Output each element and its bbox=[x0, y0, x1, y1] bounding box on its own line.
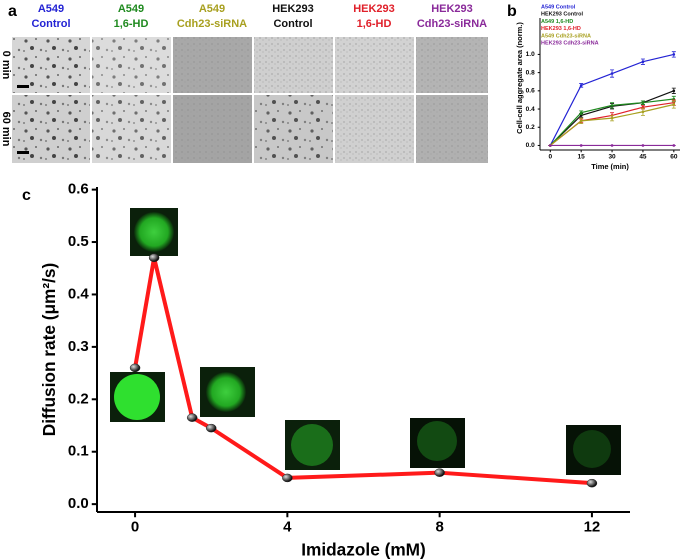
column-header: HEK293 bbox=[353, 3, 395, 15]
y-tick-label: 0.1 bbox=[68, 443, 89, 460]
y-tick-label: 0.6 bbox=[68, 181, 89, 198]
panel-label: b bbox=[507, 3, 517, 20]
thumbnails bbox=[110, 208, 621, 475]
x-tick-label: 15 bbox=[578, 154, 586, 161]
thumbnail-cell bbox=[291, 424, 333, 466]
column-header: Cdh23-siRNA bbox=[417, 18, 487, 30]
point bbox=[641, 144, 645, 147]
row-label: 0 min bbox=[0, 51, 12, 80]
x-tick-label: 4 bbox=[283, 519, 292, 536]
point bbox=[586, 478, 598, 488]
y-axis-label: Cell-cell aggregate area (norm.) bbox=[515, 22, 524, 134]
point bbox=[672, 144, 676, 147]
y-tick-label: 0.0 bbox=[526, 142, 535, 149]
micrograph-texture bbox=[416, 37, 488, 93]
column-header: 1,6-HD bbox=[114, 18, 149, 30]
point bbox=[548, 144, 552, 147]
thumbnail-cell bbox=[134, 212, 174, 252]
y-tick-label: 0.3 bbox=[68, 338, 89, 355]
micrograph-row bbox=[12, 37, 488, 93]
micrograph-texture bbox=[335, 95, 414, 163]
thumbnail-cell bbox=[573, 430, 611, 468]
point bbox=[610, 144, 614, 147]
column-header: 1,6-HD bbox=[357, 18, 392, 30]
point bbox=[205, 423, 217, 433]
point bbox=[579, 111, 583, 114]
micrograph-texture bbox=[173, 37, 252, 93]
scale-bar bbox=[17, 85, 29, 88]
legend-entry: HEK293 1,6-HD bbox=[541, 26, 581, 32]
point bbox=[672, 103, 676, 106]
legend-entry: HEK293 Control bbox=[541, 12, 583, 18]
micrograph-texture bbox=[416, 95, 488, 163]
y-axis-label: Diffusion rate (μm²/s) bbox=[39, 263, 59, 436]
legend-entry: A549 Control bbox=[541, 4, 576, 10]
legend-entry: A549 Cdh23-siRNA bbox=[541, 33, 591, 39]
micrograph-texture bbox=[254, 37, 333, 93]
micrograph-texture bbox=[173, 95, 252, 163]
point bbox=[641, 60, 645, 63]
legend-entry: A549 1,6-HD bbox=[541, 19, 573, 25]
panel-label: c bbox=[22, 187, 31, 204]
point bbox=[186, 413, 198, 422]
y-tick-label: 0.8 bbox=[526, 69, 535, 76]
column-header: Cdh23-siRNA bbox=[177, 18, 247, 30]
y-tick-label: 0.2 bbox=[526, 124, 535, 131]
series-line bbox=[549, 53, 674, 146]
micrograph-texture bbox=[335, 37, 414, 93]
micrograph-texture bbox=[92, 95, 171, 163]
x-tick-label: 60 bbox=[670, 154, 678, 161]
x-tick-label: 8 bbox=[435, 519, 443, 536]
thumbnail-cell bbox=[114, 374, 160, 420]
column-header: Control bbox=[273, 18, 312, 30]
legend-entry: HEK293 Cdh23-siRNA bbox=[541, 40, 599, 46]
point bbox=[641, 110, 645, 114]
column-header: Control bbox=[31, 18, 70, 30]
point bbox=[641, 101, 645, 104]
y-tick-label: 0.0 bbox=[68, 495, 89, 512]
point bbox=[610, 104, 614, 107]
panel-label: a bbox=[8, 3, 17, 20]
column-header: HEK293 bbox=[431, 3, 473, 15]
point bbox=[610, 72, 614, 75]
y-tick-label: 0.6 bbox=[526, 88, 535, 95]
column-header: A549 bbox=[199, 3, 225, 15]
y-tick-label: 0.2 bbox=[68, 390, 89, 407]
point bbox=[610, 116, 614, 120]
x-axis-label: Time (min) bbox=[591, 162, 629, 171]
point bbox=[672, 89, 676, 93]
point bbox=[129, 363, 141, 373]
point bbox=[148, 253, 160, 263]
row-label: 60 min bbox=[0, 112, 12, 147]
micrographs bbox=[12, 37, 488, 163]
y-tick-label: 0.5 bbox=[68, 233, 89, 250]
thumbnail-cell bbox=[206, 372, 246, 412]
column-header: A549 bbox=[118, 3, 144, 15]
column-header: HEK293 bbox=[272, 3, 314, 15]
point bbox=[282, 473, 293, 483]
x-tick-label: 0 bbox=[548, 154, 552, 161]
y-tick-label: 0.4 bbox=[68, 285, 90, 302]
micrograph-texture bbox=[254, 95, 333, 163]
thumbnail-cell bbox=[417, 421, 457, 461]
x-tick-label: 45 bbox=[639, 154, 647, 161]
point bbox=[434, 468, 445, 477]
point bbox=[672, 53, 676, 56]
x-tick-label: 0 bbox=[131, 519, 139, 536]
micrograph-texture bbox=[92, 37, 171, 93]
micrograph-texture bbox=[12, 37, 90, 93]
y-tick-label: 0.4 bbox=[526, 106, 535, 113]
column-header: A549 bbox=[38, 3, 64, 15]
x-tick-label: 30 bbox=[608, 154, 616, 161]
micrograph-row bbox=[12, 95, 488, 163]
y-tick-label: 1.0 bbox=[526, 51, 535, 58]
x-axis-label: Imidazole (mM) bbox=[301, 540, 426, 559]
scale-bar bbox=[17, 151, 29, 154]
point bbox=[579, 119, 583, 123]
x-tick-label: 12 bbox=[584, 519, 601, 536]
point bbox=[579, 84, 583, 87]
point bbox=[579, 144, 583, 147]
